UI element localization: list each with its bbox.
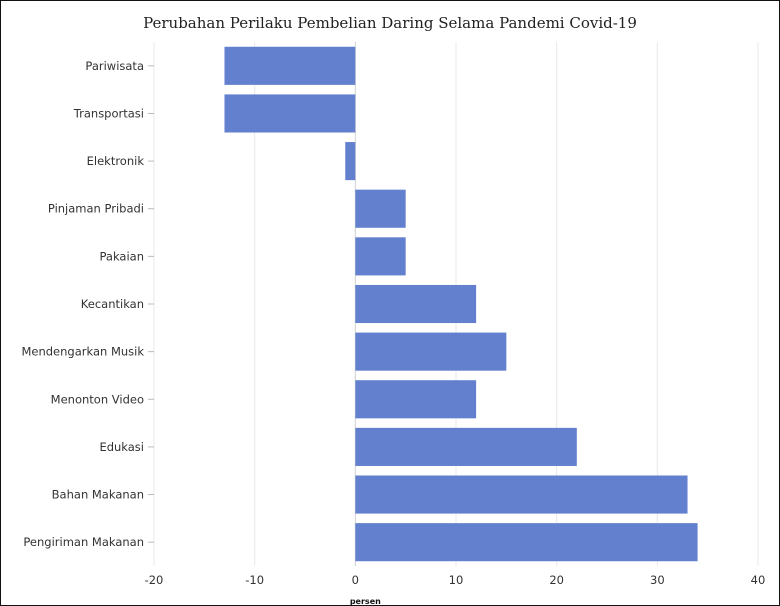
bar[interactable] <box>355 523 698 562</box>
category-label: Pengiriman Makanan <box>23 535 144 549</box>
bar[interactable] <box>355 237 406 276</box>
category-label: Kecantikan <box>81 297 144 311</box>
category-label: Menonton Video <box>51 392 144 406</box>
category-label: Pinjaman Pribadi <box>48 202 144 216</box>
category-label: Mendengarkan Musik <box>21 345 144 359</box>
bar[interactable] <box>224 94 356 133</box>
x-tick-label: 20 <box>549 573 564 587</box>
x-tick-label: 30 <box>650 573 665 587</box>
bars <box>224 46 698 562</box>
x-tick-label: 0 <box>352 573 359 587</box>
category-labels: Pariwisata Transportasi Elektronik Pinjaman… <box>21 59 154 549</box>
category-label: Pakaian <box>99 249 144 263</box>
bar[interactable] <box>355 427 577 466</box>
x-tick-label: 40 <box>751 573 766 587</box>
bar[interactable] <box>355 380 477 419</box>
category-label: Transportasi <box>73 106 144 120</box>
category-label: Bahan Makanan <box>52 488 144 502</box>
category-label: Elektronik <box>87 154 145 168</box>
bar[interactable] <box>355 475 688 514</box>
chart-title: Perubahan Perilaku Pembelian Daring Sela… <box>143 14 637 32</box>
category-label: Edukasi <box>99 440 144 454</box>
category-label: Pariwisata <box>85 59 144 73</box>
x-tick-labels: -20 -10 0 10 20 30 40 <box>145 573 766 587</box>
bar[interactable] <box>355 189 406 228</box>
x-axis-label: persen <box>350 597 381 606</box>
bar[interactable] <box>355 332 507 371</box>
x-tick-label: -10 <box>245 573 264 587</box>
x-tick-label: 10 <box>449 573 464 587</box>
bar[interactable] <box>224 46 356 85</box>
bar[interactable] <box>345 142 356 181</box>
bar[interactable] <box>355 284 477 324</box>
x-tick-label: -20 <box>145 573 164 587</box>
